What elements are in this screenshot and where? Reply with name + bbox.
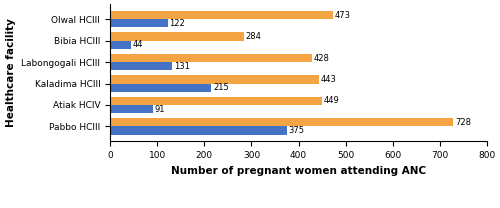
Bar xyxy=(110,97,322,105)
Text: 728: 728 xyxy=(455,118,471,127)
Bar xyxy=(110,19,168,27)
Text: 449: 449 xyxy=(324,96,340,105)
Text: 122: 122 xyxy=(170,19,185,28)
Bar xyxy=(110,41,130,49)
Bar xyxy=(110,75,319,84)
Bar xyxy=(110,11,333,19)
Bar xyxy=(110,62,172,70)
Text: 375: 375 xyxy=(288,126,304,135)
Text: 284: 284 xyxy=(246,32,262,41)
X-axis label: Number of pregnant women attending ANC: Number of pregnant women attending ANC xyxy=(171,166,426,176)
Text: 131: 131 xyxy=(174,62,190,71)
Bar xyxy=(110,105,153,113)
Text: 473: 473 xyxy=(335,11,351,20)
Bar xyxy=(110,32,244,41)
Text: 443: 443 xyxy=(321,75,336,84)
Bar xyxy=(110,54,312,62)
Text: 44: 44 xyxy=(132,40,143,49)
Text: 215: 215 xyxy=(214,83,229,92)
Y-axis label: Healthcare facility: Healthcare facility xyxy=(6,18,16,127)
Bar xyxy=(110,118,454,126)
Bar xyxy=(110,84,212,92)
Text: 91: 91 xyxy=(155,105,166,114)
Text: 428: 428 xyxy=(314,53,330,62)
Bar xyxy=(110,126,287,135)
